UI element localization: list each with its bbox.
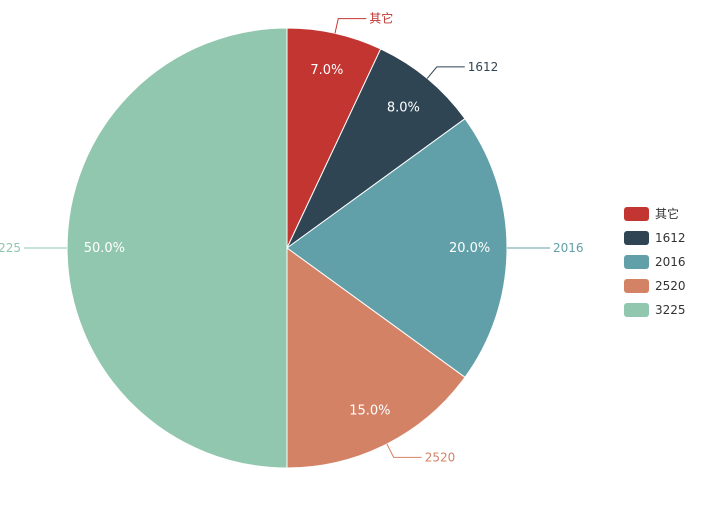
legend-swatch-1612 [624, 231, 649, 245]
percent-labels-layer: 7.0% 8.0% 20.0% 15.0% 50.0% [84, 63, 491, 419]
percent-label-1612: 8.0% [387, 100, 420, 115]
percent-label-3225: 50.0% [84, 241, 125, 256]
slices-layer [66, 27, 508, 469]
outer-label-other: 其它 [369, 11, 393, 26]
legend-item-other[interactable]: 其它 [624, 206, 679, 221]
legend-swatch-3225 [624, 303, 649, 317]
leader-line-other [334, 18, 367, 34]
percent-label-other: 7.0% [310, 63, 343, 78]
legend: 其它 1612 2016 2520 3225 [624, 206, 686, 317]
legend-label-other: 其它 [655, 206, 679, 221]
legend-label-2520: 2520 [655, 279, 686, 293]
leader-lines-layer [24, 18, 550, 458]
legend-item-2016[interactable]: 2016 [624, 255, 686, 269]
outer-label-2520: 2520 [425, 450, 456, 464]
pie-slice-2520[interactable] [286, 247, 466, 469]
outer-label-2016: 2016 [553, 241, 584, 255]
percent-label-2520: 15.0% [349, 404, 390, 419]
legend-label-3225: 3225 [655, 303, 686, 317]
legend-swatch-2016 [624, 255, 649, 269]
legend-item-3225[interactable]: 3225 [624, 303, 686, 317]
legend-label-1612: 1612 [655, 231, 686, 245]
legend-swatch-2520 [624, 279, 649, 293]
pie-slice-2016[interactable] [286, 117, 508, 379]
legend-label-2016: 2016 [655, 255, 686, 269]
pie-slice-1612[interactable] [286, 48, 466, 249]
outer-label-1612: 1612 [468, 60, 499, 74]
legend-item-2520[interactable]: 2520 [624, 279, 686, 293]
legend-swatch-other [624, 207, 649, 221]
leader-line-1612 [426, 66, 465, 79]
percent-label-2016: 20.0% [449, 241, 490, 256]
outer-labels-layer: 其它 1612 2016 2520 3225 [0, 11, 584, 465]
leader-line-2520 [386, 443, 422, 458]
legend-item-1612[interactable]: 1612 [624, 231, 686, 245]
outer-label-3225: 3225 [0, 241, 21, 255]
